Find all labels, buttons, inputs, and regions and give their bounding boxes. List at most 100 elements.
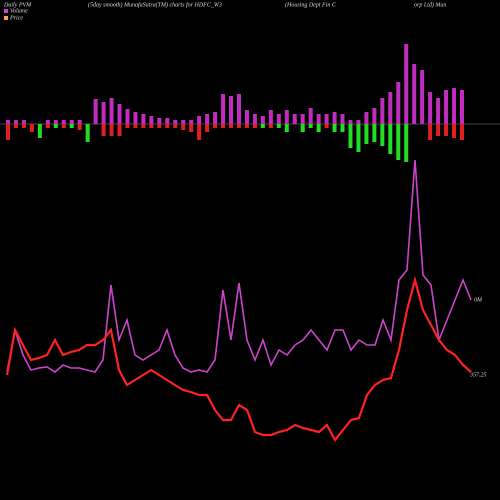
volume-bar-down [340,124,345,132]
volume-bar-down [364,124,369,144]
legend-swatch [4,9,8,13]
volume-bar-up [348,120,353,124]
volume-bar-down [444,124,449,136]
volume-bar-up [452,88,457,124]
volume-bar-up [260,116,265,124]
volume-bar-down [252,124,257,128]
volume-bar-down [53,124,58,128]
volume-bar-down [236,124,241,128]
volume-bar-up [404,44,409,124]
volume-bar-up [133,112,138,124]
volume-bar-down [332,124,337,132]
volume-bar-up [300,114,305,124]
volume-bar-down [316,124,321,132]
volume-bar-up [53,120,58,124]
volume-bar-down [205,124,210,132]
chart-title: Daily PVM [3,2,32,8]
volume-bar-down [157,124,162,128]
volume-bar-up [284,110,289,124]
volume-bar-down [324,124,329,128]
volume-bar-up [61,120,66,124]
volume-bar-down [45,124,50,128]
volume-bar-up [268,110,273,124]
volume-bar-down [308,124,313,128]
volume-bar-up [412,64,417,124]
volume-bar-down [133,124,138,128]
volume-bar-down [77,124,82,130]
volume-bar-up [69,120,74,124]
volume-bar-down [37,124,42,138]
volume-bar-up [244,110,249,124]
legend-label: Volume [10,8,28,14]
volume-bar-up [252,114,257,124]
volume-bar-down [61,124,66,128]
volume-bar-up [189,120,194,124]
volume-bar-down [284,124,289,132]
volume-bar-up [213,112,218,124]
volume-bar-down [260,124,265,128]
volume-bar-up [6,120,10,124]
volume-bar-up [436,98,441,124]
volume-bar-down [268,124,273,128]
volume-bar-up [45,120,50,124]
volume-bar-down [428,124,433,140]
volume-bar-down [85,124,90,142]
volume-bar-down [229,124,234,128]
volume-bar-up [380,98,385,124]
volume-bar-up [316,114,321,124]
volume-bar-down [372,124,377,142]
volume-bar-up [460,90,464,124]
volume-bar-up [420,70,425,124]
volume-bar-up [181,120,186,124]
volume-bar-up [221,94,226,124]
volume-bar-down [221,124,226,128]
volume-bar-up [109,98,114,124]
volume-bar-up [117,104,122,124]
volume-bar-up [125,109,130,124]
volume-bar-down [29,124,34,132]
company-name: (Housing Dept Fin C [285,1,337,8]
volume-bar-down [117,124,122,136]
volume-bar-up [444,90,449,124]
volume-bar-down [21,124,26,128]
volume-bar-up [372,108,377,124]
volume-bar-up [396,82,401,124]
volume-bar-up [149,116,154,124]
volume-bar-down [452,124,457,138]
legend-label: Price [9,15,23,21]
volume-bar-down [109,124,114,136]
volume-bar-down [165,124,170,128]
volume-bar-down [348,124,353,148]
volume-label: 0M [474,297,483,303]
volume-bar-up [173,120,178,124]
volume-bar-up [340,114,345,124]
volume-bar-down [213,124,218,128]
volume-bar-up [356,120,361,124]
volume-bar-up [236,94,241,124]
volume-bar-down [276,124,281,128]
volume-bar-down [300,124,305,132]
volume-bar-down [181,124,186,130]
volume-bar-up [21,120,26,124]
volume-bar-down [356,124,361,152]
volume-bar-down [436,124,441,136]
company-name: orp Ltd) Mun [414,1,446,8]
volume-bar-down [13,124,18,128]
volume-bar-down [101,124,106,136]
volume-bar-up [197,116,202,124]
legend-swatch [4,16,8,20]
volume-bar-down [404,124,409,162]
volume-bar-down [197,124,202,140]
volume-bar-up [13,120,18,124]
volume-bar-up [324,114,329,124]
volume-bar-up [276,114,281,124]
volume-bar-up [141,114,146,124]
volume-bar-down [189,124,194,132]
volume-bar-down [149,124,154,128]
volume-bar-up [428,92,433,124]
volume-bar-up [93,99,98,124]
volume-bar-down [396,124,401,160]
volume-bar-up [308,108,313,124]
